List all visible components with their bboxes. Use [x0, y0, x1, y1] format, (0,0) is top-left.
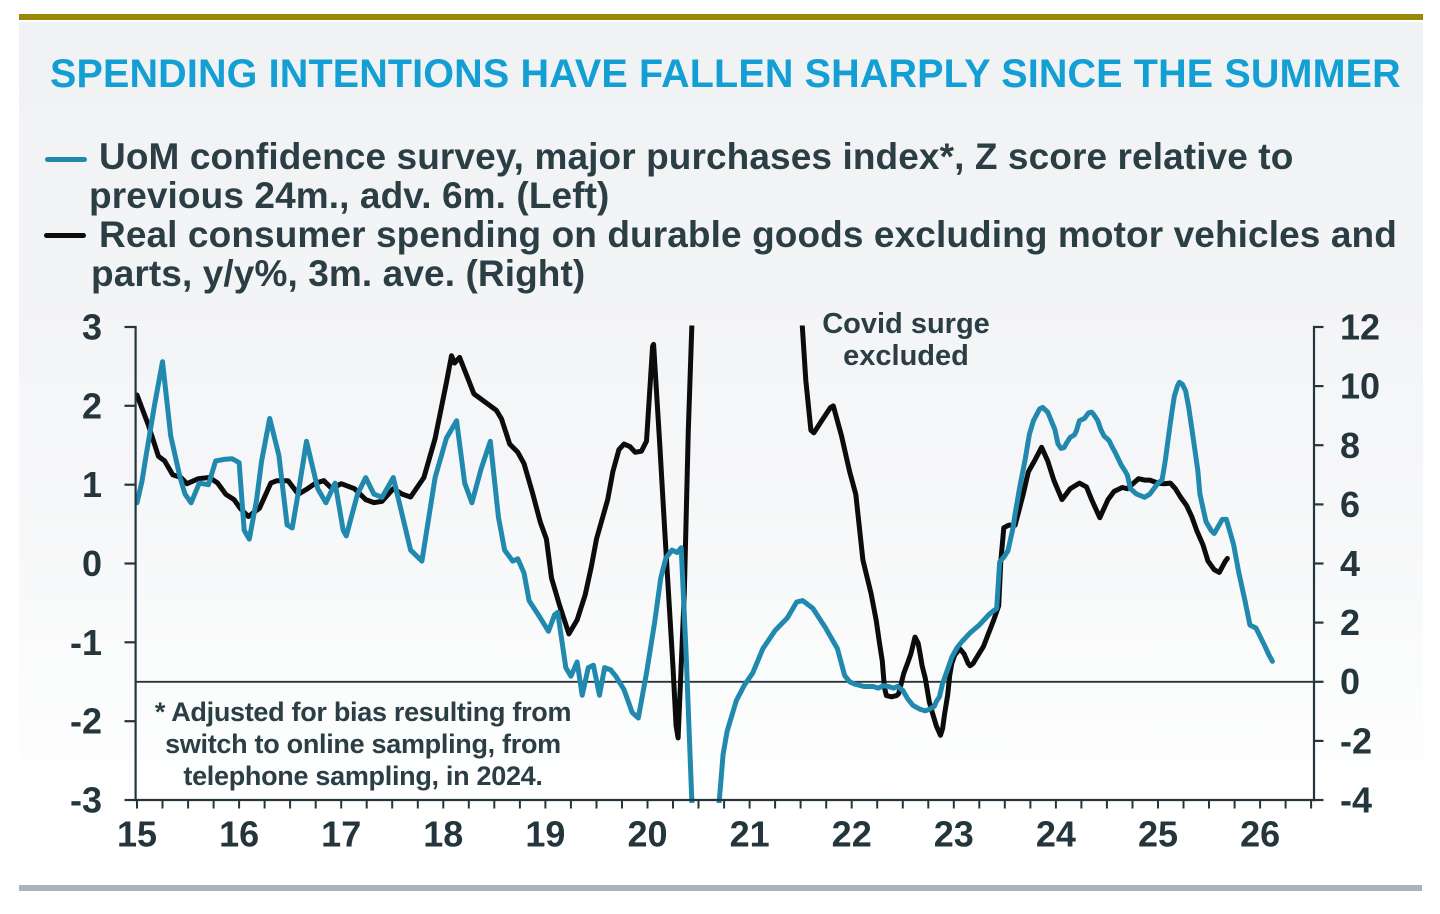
svg-text:25: 25	[1138, 814, 1178, 855]
svg-text:1: 1	[82, 464, 102, 505]
svg-text:16: 16	[219, 814, 259, 855]
svg-text:0: 0	[1340, 661, 1360, 702]
svg-text:17: 17	[321, 814, 361, 855]
svg-text:2: 2	[1340, 602, 1360, 643]
svg-text:2: 2	[82, 385, 102, 426]
svg-text:19: 19	[525, 814, 565, 855]
svg-text:-1: -1	[70, 622, 102, 663]
svg-text:6: 6	[1340, 484, 1360, 525]
svg-text:12: 12	[1340, 307, 1380, 348]
svg-text:-2: -2	[1340, 720, 1372, 761]
svg-text:26: 26	[1240, 814, 1280, 855]
svg-text:21: 21	[730, 814, 770, 855]
svg-text:-4: -4	[1340, 780, 1372, 821]
svg-text:8: 8	[1340, 425, 1360, 466]
svg-text:4: 4	[1340, 543, 1360, 584]
svg-text:10: 10	[1340, 366, 1380, 407]
svg-text:20: 20	[627, 814, 667, 855]
svg-text:-3: -3	[70, 780, 102, 821]
svg-text:18: 18	[423, 814, 463, 855]
svg-text:23: 23	[934, 814, 974, 855]
svg-text:0: 0	[82, 543, 102, 584]
svg-text:15: 15	[117, 814, 157, 855]
svg-text:22: 22	[832, 814, 872, 855]
svg-text:24: 24	[1036, 814, 1076, 855]
svg-text:-2: -2	[70, 701, 102, 742]
svg-text:3: 3	[82, 307, 102, 348]
